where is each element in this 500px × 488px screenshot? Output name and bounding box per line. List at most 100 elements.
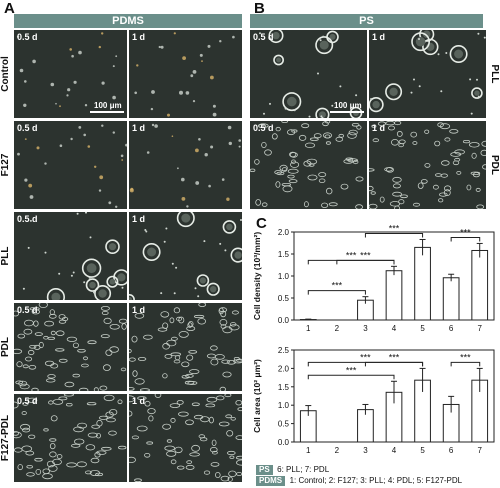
cell-spread — [189, 351, 197, 354]
cell-spread — [435, 141, 440, 146]
cell-dot — [200, 54, 203, 57]
y-tick-label: 0.5 — [278, 294, 290, 303]
time-label: 0.5 d — [253, 32, 274, 42]
cell-dot — [322, 36, 324, 38]
cell-dot — [309, 116, 311, 118]
cell-spread — [59, 359, 67, 362]
cell-spread — [94, 388, 98, 391]
cell-dot — [238, 139, 241, 142]
cell-spread — [192, 403, 199, 406]
cell-spread — [92, 425, 100, 428]
cell-spread — [219, 422, 229, 426]
cell-spread — [425, 130, 429, 133]
cell-spread — [336, 137, 343, 141]
cell-spread — [288, 175, 295, 178]
cell-dot — [339, 85, 341, 87]
cell-spread — [91, 458, 99, 463]
cell-dot — [145, 231, 147, 233]
cell-spread — [305, 143, 314, 148]
cell-dot — [317, 73, 319, 75]
micrograph: 0.5 d — [14, 303, 127, 391]
cell-dot — [134, 92, 137, 95]
cell-dot — [73, 272, 75, 274]
cell-spread — [30, 345, 36, 348]
cell-dot — [419, 85, 421, 87]
cell-cluster-core — [320, 41, 329, 50]
cell-dot — [229, 142, 232, 145]
cell-spread — [140, 389, 149, 391]
significance-label: *** — [360, 352, 371, 362]
cell-spread — [129, 388, 134, 391]
cell-spread — [174, 308, 180, 313]
cell-spread — [51, 416, 57, 421]
cell-spread — [36, 469, 41, 474]
cell-spread — [187, 461, 192, 464]
cell-dot — [28, 247, 30, 249]
significance-label: *** — [460, 352, 471, 362]
cell-spread — [182, 362, 189, 367]
significance-bracket — [451, 362, 480, 366]
cell-dot — [99, 46, 101, 48]
cell-dot — [83, 281, 85, 283]
cell-spread — [101, 306, 109, 310]
cell-spread — [186, 465, 194, 469]
cell-dot — [78, 126, 81, 129]
micrograph: 1 d — [369, 30, 486, 118]
cell-spread — [66, 403, 72, 406]
cell-dot — [24, 80, 27, 83]
cell-spread — [14, 448, 22, 452]
cell-spread — [67, 463, 77, 467]
cell-spread — [399, 144, 404, 147]
cell-dot — [471, 113, 473, 115]
cell-spread — [170, 318, 174, 323]
cell-dot — [219, 243, 221, 245]
cell-dot — [174, 32, 176, 34]
cell-spread — [27, 466, 33, 469]
cell-cluster-core — [181, 214, 190, 223]
cell-dot — [37, 146, 40, 149]
cell-dot — [167, 114, 170, 117]
row-label: PDL — [0, 303, 12, 391]
y-tick-label: 1.5 — [278, 250, 290, 259]
cell-spread — [26, 451, 34, 455]
cell-dot — [226, 198, 229, 201]
cell-dot — [130, 188, 134, 192]
micrograph-image — [129, 30, 242, 118]
cell-cluster-core — [287, 97, 297, 107]
significance-label: *** — [346, 365, 357, 375]
cell-spread — [29, 435, 35, 439]
cell-cluster-core — [129, 297, 132, 300]
cell-dot — [85, 212, 87, 214]
cell-spread — [50, 310, 54, 315]
time-label: 0.5 d — [17, 396, 38, 406]
cell-spread — [49, 401, 54, 404]
scale-label: 100 μm — [94, 101, 122, 110]
micrograph-image — [129, 121, 242, 209]
cell-dot — [418, 38, 420, 40]
cell-spread — [237, 460, 243, 465]
cell-spread — [467, 185, 471, 190]
cell-spread — [314, 134, 321, 138]
cell-spread — [401, 195, 408, 198]
cell-cluster-core — [89, 282, 96, 289]
cell-cluster-core — [226, 224, 233, 231]
cell-spread — [441, 161, 449, 166]
cell-spread — [129, 358, 135, 361]
row-label: PLL — [0, 212, 12, 300]
cell-spread — [44, 429, 49, 431]
cell-spread — [373, 139, 379, 142]
micrograph: 0.5 d — [14, 212, 127, 300]
cell-spread — [158, 328, 167, 331]
cell-spread — [199, 303, 206, 307]
cell-spread — [56, 331, 64, 336]
cell-spread — [211, 346, 218, 350]
cell-dot — [28, 184, 32, 188]
micrograph: 1 d — [369, 121, 486, 209]
cell-spread — [175, 356, 180, 360]
cell-spread — [227, 451, 235, 454]
time-label: 0.5 d — [17, 32, 38, 42]
cell-spread — [83, 357, 87, 360]
cell-dot — [108, 201, 111, 204]
cell-spread — [48, 337, 55, 339]
cell-spread — [132, 336, 137, 342]
